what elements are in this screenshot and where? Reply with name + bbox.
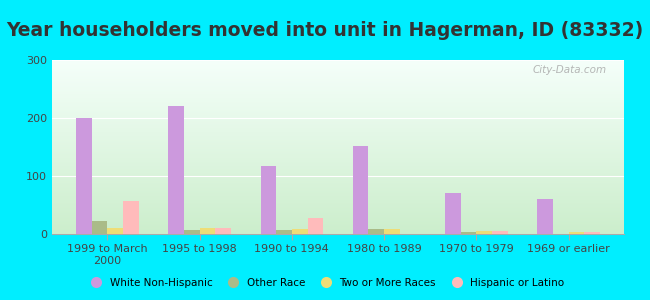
Bar bbox=[184, 230, 200, 234]
Bar bbox=[492, 231, 508, 234]
Bar bbox=[215, 228, 231, 234]
Bar bbox=[476, 231, 492, 234]
Text: Year householders moved into unit in Hagerman, ID (83332): Year householders moved into unit in Hag… bbox=[6, 21, 644, 40]
Bar bbox=[369, 230, 384, 234]
Bar bbox=[76, 118, 92, 234]
Bar bbox=[292, 230, 307, 234]
Bar bbox=[461, 232, 476, 234]
Bar bbox=[123, 201, 138, 234]
Bar bbox=[168, 106, 184, 234]
Text: City-Data.com: City-Data.com bbox=[533, 65, 607, 75]
Bar bbox=[584, 232, 600, 234]
Bar bbox=[92, 221, 107, 234]
Bar bbox=[353, 146, 369, 234]
Bar bbox=[200, 228, 215, 234]
Bar bbox=[107, 228, 123, 234]
Bar bbox=[445, 194, 461, 234]
Bar bbox=[307, 218, 323, 234]
Legend: White Non-Hispanic, Other Race, Two or More Races, Hispanic or Latino: White Non-Hispanic, Other Race, Two or M… bbox=[81, 274, 569, 292]
Bar bbox=[538, 199, 553, 234]
Bar bbox=[384, 230, 400, 234]
Bar bbox=[276, 230, 292, 234]
Bar bbox=[569, 232, 584, 234]
Bar bbox=[261, 166, 276, 234]
